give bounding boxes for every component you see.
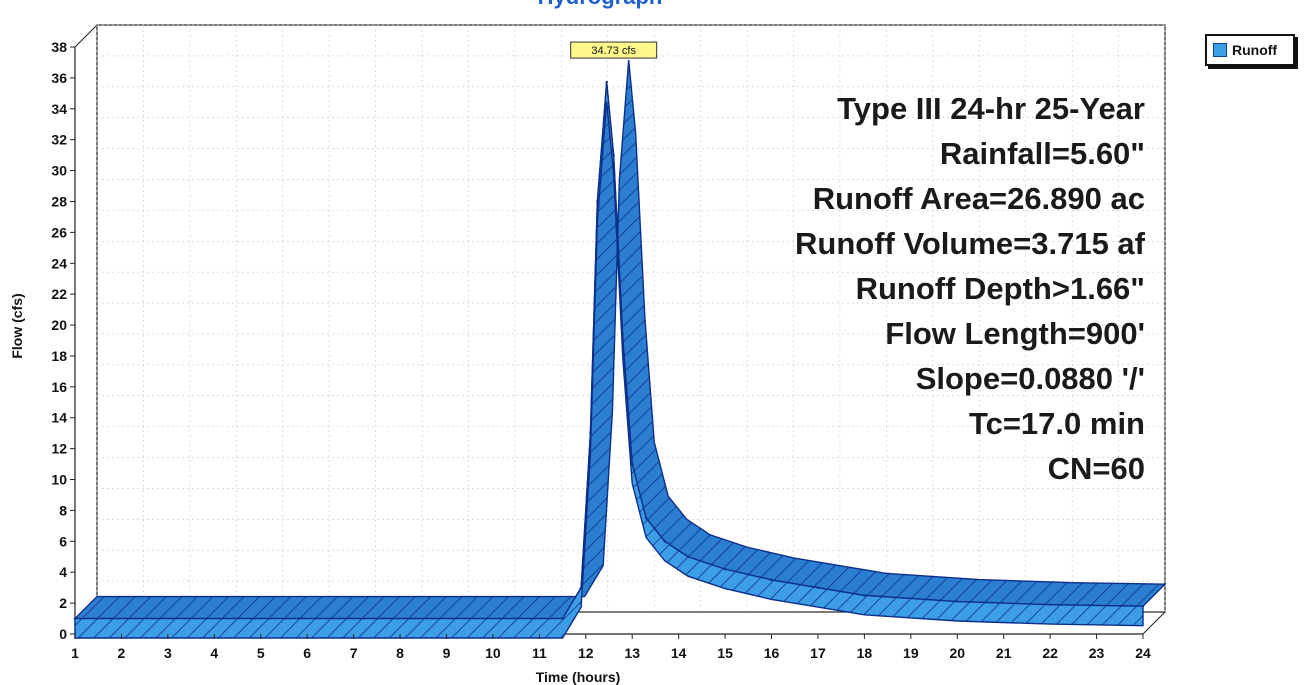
runoff-point [579, 586, 583, 589]
y-tick-label: 6 [59, 533, 67, 549]
y-tick-label: 22 [51, 286, 67, 302]
y-tick-label: 16 [51, 379, 67, 395]
x-tick-label: 20 [949, 645, 965, 661]
y-tick-label: 12 [51, 441, 67, 457]
x-tick-label: 9 [443, 645, 451, 661]
chart-title: Hydrograph [538, 0, 663, 9]
annotation-line: Runoff Area=26.890 ac [813, 181, 1145, 216]
peak-callout: 34.73 cfs [570, 41, 658, 59]
annotation-line: Runoff Depth>1.66" [856, 271, 1145, 306]
y-tick-label: 26 [51, 224, 67, 240]
y-tick-label: 18 [51, 348, 67, 364]
y-tick-label: 4 [59, 564, 67, 580]
x-tick-label: 21 [996, 645, 1012, 661]
x-tick-label: 23 [1089, 645, 1105, 661]
x-tick-label: 14 [671, 645, 687, 661]
y-tick-label: 32 [51, 132, 67, 148]
runoff-point [816, 586, 820, 589]
runoff-point [956, 600, 959, 603]
y-tick-label: 24 [51, 255, 67, 271]
y-tick-label: 2 [59, 595, 67, 611]
peak-label-box [570, 41, 658, 59]
runoff-point [1141, 604, 1145, 608]
runoff-point [589, 431, 592, 435]
annotation-line: Runoff Volume=3.715 af [795, 226, 1146, 261]
x-tick-label: 7 [350, 645, 358, 661]
runoff-point [686, 555, 690, 558]
hydrograph-annotations: Type III 24-hr 25-Year Rainfall=5.60" Runo… [795, 91, 1146, 486]
runoff-point [631, 462, 634, 466]
annotation-line: Flow Length=900' [885, 316, 1145, 351]
runoff-point [596, 200, 599, 203]
runoff-point [723, 567, 727, 571]
runoff-ribbon-front [74, 81, 1144, 639]
legend-swatch-runoff [1213, 43, 1227, 57]
runoff-point [621, 339, 625, 342]
x-tick-label: 11 [532, 645, 547, 661]
x-tick-label: 16 [764, 645, 780, 661]
runoff-point [605, 80, 608, 84]
x-tick-label: 1 [71, 645, 79, 661]
y-tick-label: 20 [51, 317, 67, 333]
annotation-line: Tc=17.0 min [969, 406, 1145, 441]
runoff-point [644, 516, 648, 520]
runoff-point [770, 578, 773, 582]
annotation-line: Slope=0.0880 '/' [916, 361, 1145, 396]
x-tick-label: 2 [118, 645, 126, 661]
x-tick-label: 6 [303, 645, 311, 661]
y-tick-label: 0 [59, 626, 67, 642]
annotation-line: Rainfall=5.60" [940, 136, 1145, 171]
y-tick-label: 36 [51, 70, 67, 86]
y-tick-label: 28 [51, 193, 67, 209]
x-axis-ticks: 1 2 3 4 5 6 7 8 9 10 11 12 13 14 15 16 17 18 19 20 21 22 23 24 [71, 634, 1151, 661]
runoff-point [863, 594, 866, 597]
x-tick-label: 17 [810, 645, 826, 661]
legend: Runoff [1205, 34, 1295, 66]
y-tick-label: 30 [51, 163, 67, 179]
x-tick-label: 22 [1042, 645, 1058, 661]
x-tick-label: 18 [857, 645, 873, 661]
y-tick-label: 38 [51, 39, 67, 55]
runoff-point [612, 153, 615, 157]
annotation-line: CN=60 [1048, 451, 1145, 486]
runoff-point [561, 617, 564, 620]
legend-label-runoff: Runoff [1232, 42, 1278, 58]
x-tick-label: 15 [717, 645, 733, 661]
y-tick-label: 14 [51, 410, 67, 426]
runoff-point [1048, 603, 1052, 606]
x-tick-label: 12 [578, 645, 594, 661]
x-tick-label: 8 [396, 645, 404, 661]
runoff-area [73, 59, 1167, 639]
x-tick-label: 10 [485, 645, 501, 661]
peak-label: 34.73 cfs [591, 45, 636, 57]
annotation-line: Type III 24-hr 25-Year [837, 91, 1145, 126]
depth-edge-top [74, 24, 98, 48]
x-tick-label: 5 [257, 645, 265, 661]
x-tick-label: 19 [903, 645, 919, 661]
runoff-point [73, 617, 77, 620]
y-tick-label: 10 [51, 472, 67, 488]
depth-edge-right [1142, 611, 1166, 635]
y-axis-label: Flow (cfs) [9, 293, 25, 358]
runoff-point [663, 540, 666, 543]
y-tick-label: 34 [51, 101, 67, 117]
x-tick-label: 13 [624, 645, 640, 661]
x-tick-label: 4 [210, 645, 218, 661]
y-tick-label: 8 [59, 502, 67, 518]
x-tick-label: 24 [1135, 645, 1151, 661]
x-axis-label: Time (hours) [536, 669, 621, 685]
x-tick-label: 3 [164, 645, 172, 661]
